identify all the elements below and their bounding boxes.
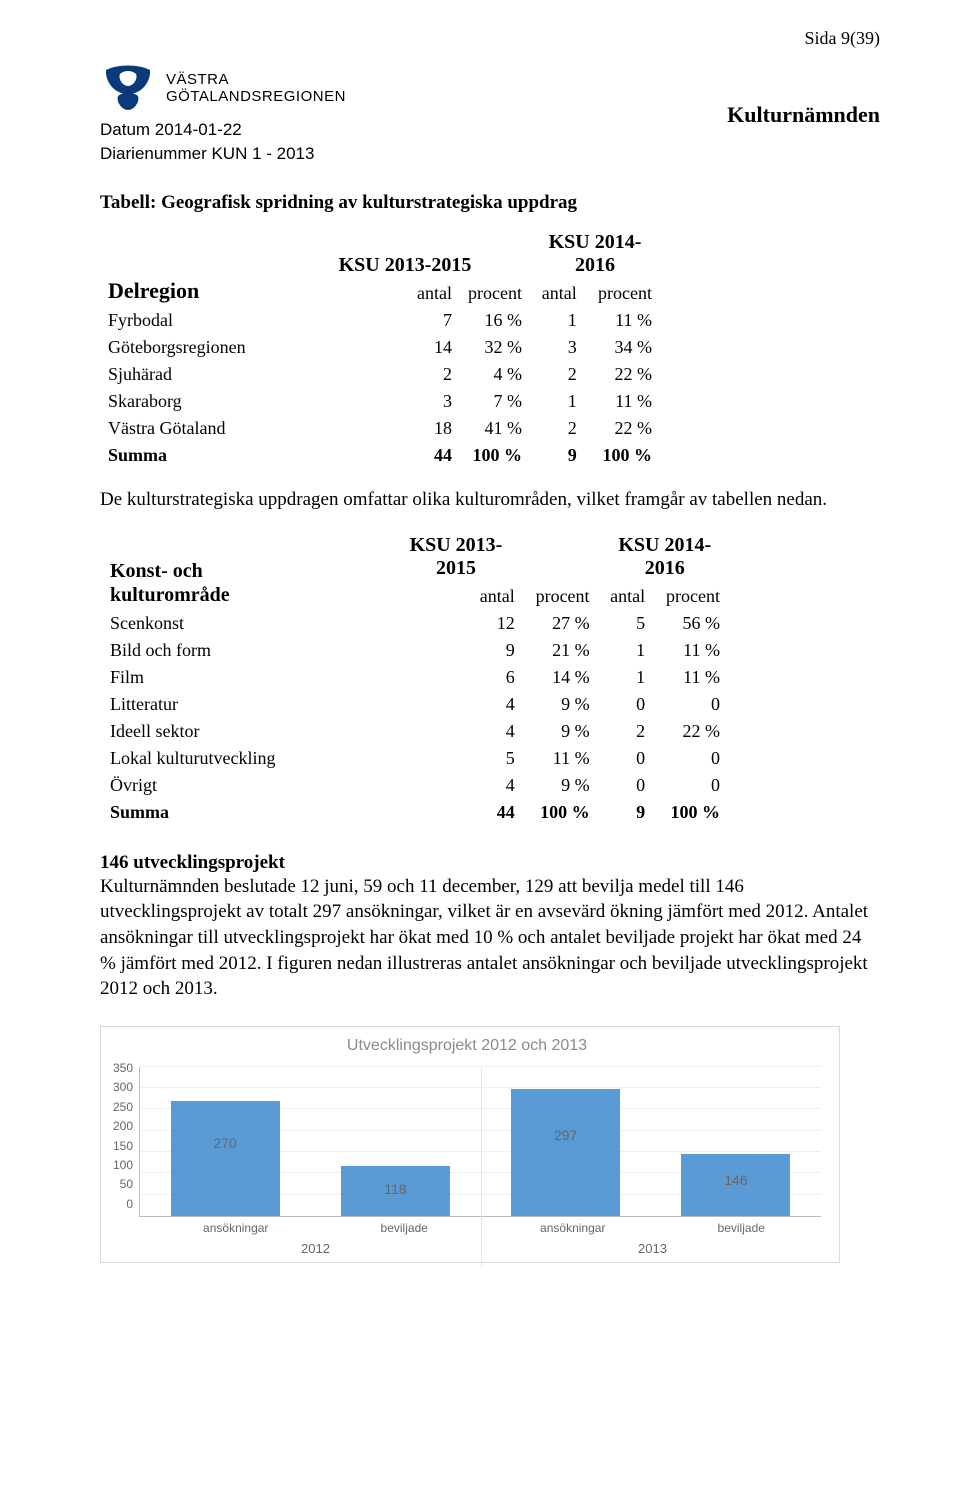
table2-sub-a2: procent (525, 583, 600, 610)
y-tick: 0 (126, 1197, 133, 1211)
y-tick: 350 (113, 1061, 133, 1075)
table1-title: Tabell: Geografisk spridning av kulturst… (100, 192, 880, 214)
y-tick: 100 (113, 1158, 133, 1172)
table1-sub-a2: procent (460, 280, 530, 307)
chart-utvecklingsprojekt: Utvecklingsprojekt 2012 och 2013 350 300 2… (100, 1026, 840, 1263)
table1-group-b: KSU 2014-2016 (530, 228, 660, 280)
chart-title: Utvecklingsprojekt 2012 och 2013 (113, 1037, 821, 1055)
chart-bar-label: 297 (511, 1127, 620, 1143)
committee-name: Kulturnämnden (727, 102, 880, 128)
doc-diary: Diarienummer KUN 1 - 2013 (100, 144, 346, 164)
x-category: beviljade (718, 1221, 765, 1235)
logo-text-line2: GÖTALANDSREGIONEN (166, 88, 346, 105)
x-category: ansökningar (540, 1221, 605, 1235)
table2-sub-a1: antal (312, 583, 524, 610)
table1-group-a: KSU 2013-2015 (280, 228, 530, 280)
chart-bar: 146 (681, 1154, 790, 1216)
table2-group-b: KSU 2014-2016 (600, 531, 730, 583)
table1-rowhead: Delregion (100, 228, 280, 307)
page-number: Sida 9(39) (805, 28, 881, 49)
x-year: 2013 (484, 1241, 821, 1256)
y-tick: 250 (113, 1100, 133, 1114)
table-row: Scenkonst1227 %556 % (100, 610, 730, 637)
table2-sub-b2: procent (655, 583, 730, 610)
chart-y-axis: 350 300 250 200 150 100 50 0 (113, 1061, 139, 1211)
y-tick: 50 (120, 1177, 133, 1191)
table-row: Litteratur49 %00 (100, 691, 730, 718)
table1-sub-a1: antal (280, 280, 460, 307)
chart-bar-label: 270 (171, 1135, 280, 1151)
table-row: Fyrbodal716 %111 % (100, 307, 660, 334)
chart-bar: 270 (171, 1101, 280, 1216)
table-row: Skaraborg37 %111 % (100, 388, 660, 415)
chart-bar-label: 118 (341, 1181, 450, 1197)
table2-group-a: KSU 2013-2015 (312, 531, 599, 583)
x-category: ansökningar (203, 1221, 268, 1235)
table-row: Ideell sektor49 %222 % (100, 718, 730, 745)
table-row: Sjuhärad24 %222 % (100, 361, 660, 388)
table-row: Lokal kulturutveckling511 %00 (100, 745, 730, 772)
table-row: Övrigt49 %00 (100, 772, 730, 799)
table1-sub-b1: antal (530, 280, 585, 307)
table-sum-row: Summa44100 %9100 % (100, 799, 730, 826)
chart-bar: 297 (511, 1089, 620, 1215)
logo-text-line1: VÄSTRA (166, 71, 346, 88)
doc-date: Datum 2014-01-22 (100, 120, 346, 140)
table-geographic-spread: Delregion KSU 2013-2015 KSU 2014-2016 an… (100, 228, 660, 469)
chart-plot-area: 270 118 297 146 (139, 1067, 821, 1217)
org-logo: VÄSTRA GÖTALANDSREGIONEN (100, 60, 346, 116)
table2-rowhead: Konst- ochkulturområde (100, 531, 312, 610)
chart-x-axis: ansökningar beviljade 2012 ansökningar bevil… (147, 1217, 821, 1256)
heading-146: 146 utvecklingsprojekt (100, 852, 880, 874)
y-tick: 150 (113, 1139, 133, 1153)
table-row: Göteborgsregionen1432 %334 % (100, 334, 660, 361)
y-tick: 300 (113, 1080, 133, 1094)
table2-sub-b1: antal (600, 583, 656, 610)
table-row: Västra Götaland1841 %222 % (100, 415, 660, 442)
x-category: beviljade (381, 1221, 428, 1235)
x-group: ansökningar beviljade 2012 (147, 1217, 484, 1256)
x-year: 2012 (147, 1241, 484, 1256)
vg-logo-icon (100, 60, 156, 116)
table-row: Bild och form921 %111 % (100, 637, 730, 664)
x-group: ansökningar beviljade 2013 (484, 1217, 821, 1256)
table-sum-row: Summa44100 %9100 % (100, 442, 660, 469)
table1-sub-b2: procent (585, 280, 660, 307)
chart-bar: 118 (341, 1166, 450, 1216)
paragraph-146: Kulturnämnden beslutade 12 juni, 59 och … (100, 874, 880, 1002)
mid-paragraph: De kulturstrategiska uppdragen omfattar … (100, 487, 880, 513)
table-row: Film614 %111 % (100, 664, 730, 691)
table-kulturomrade: Konst- ochkulturområde KSU 2013-2015 KSU… (100, 531, 730, 826)
chart-bar-label: 146 (681, 1172, 790, 1188)
y-tick: 200 (113, 1119, 133, 1133)
